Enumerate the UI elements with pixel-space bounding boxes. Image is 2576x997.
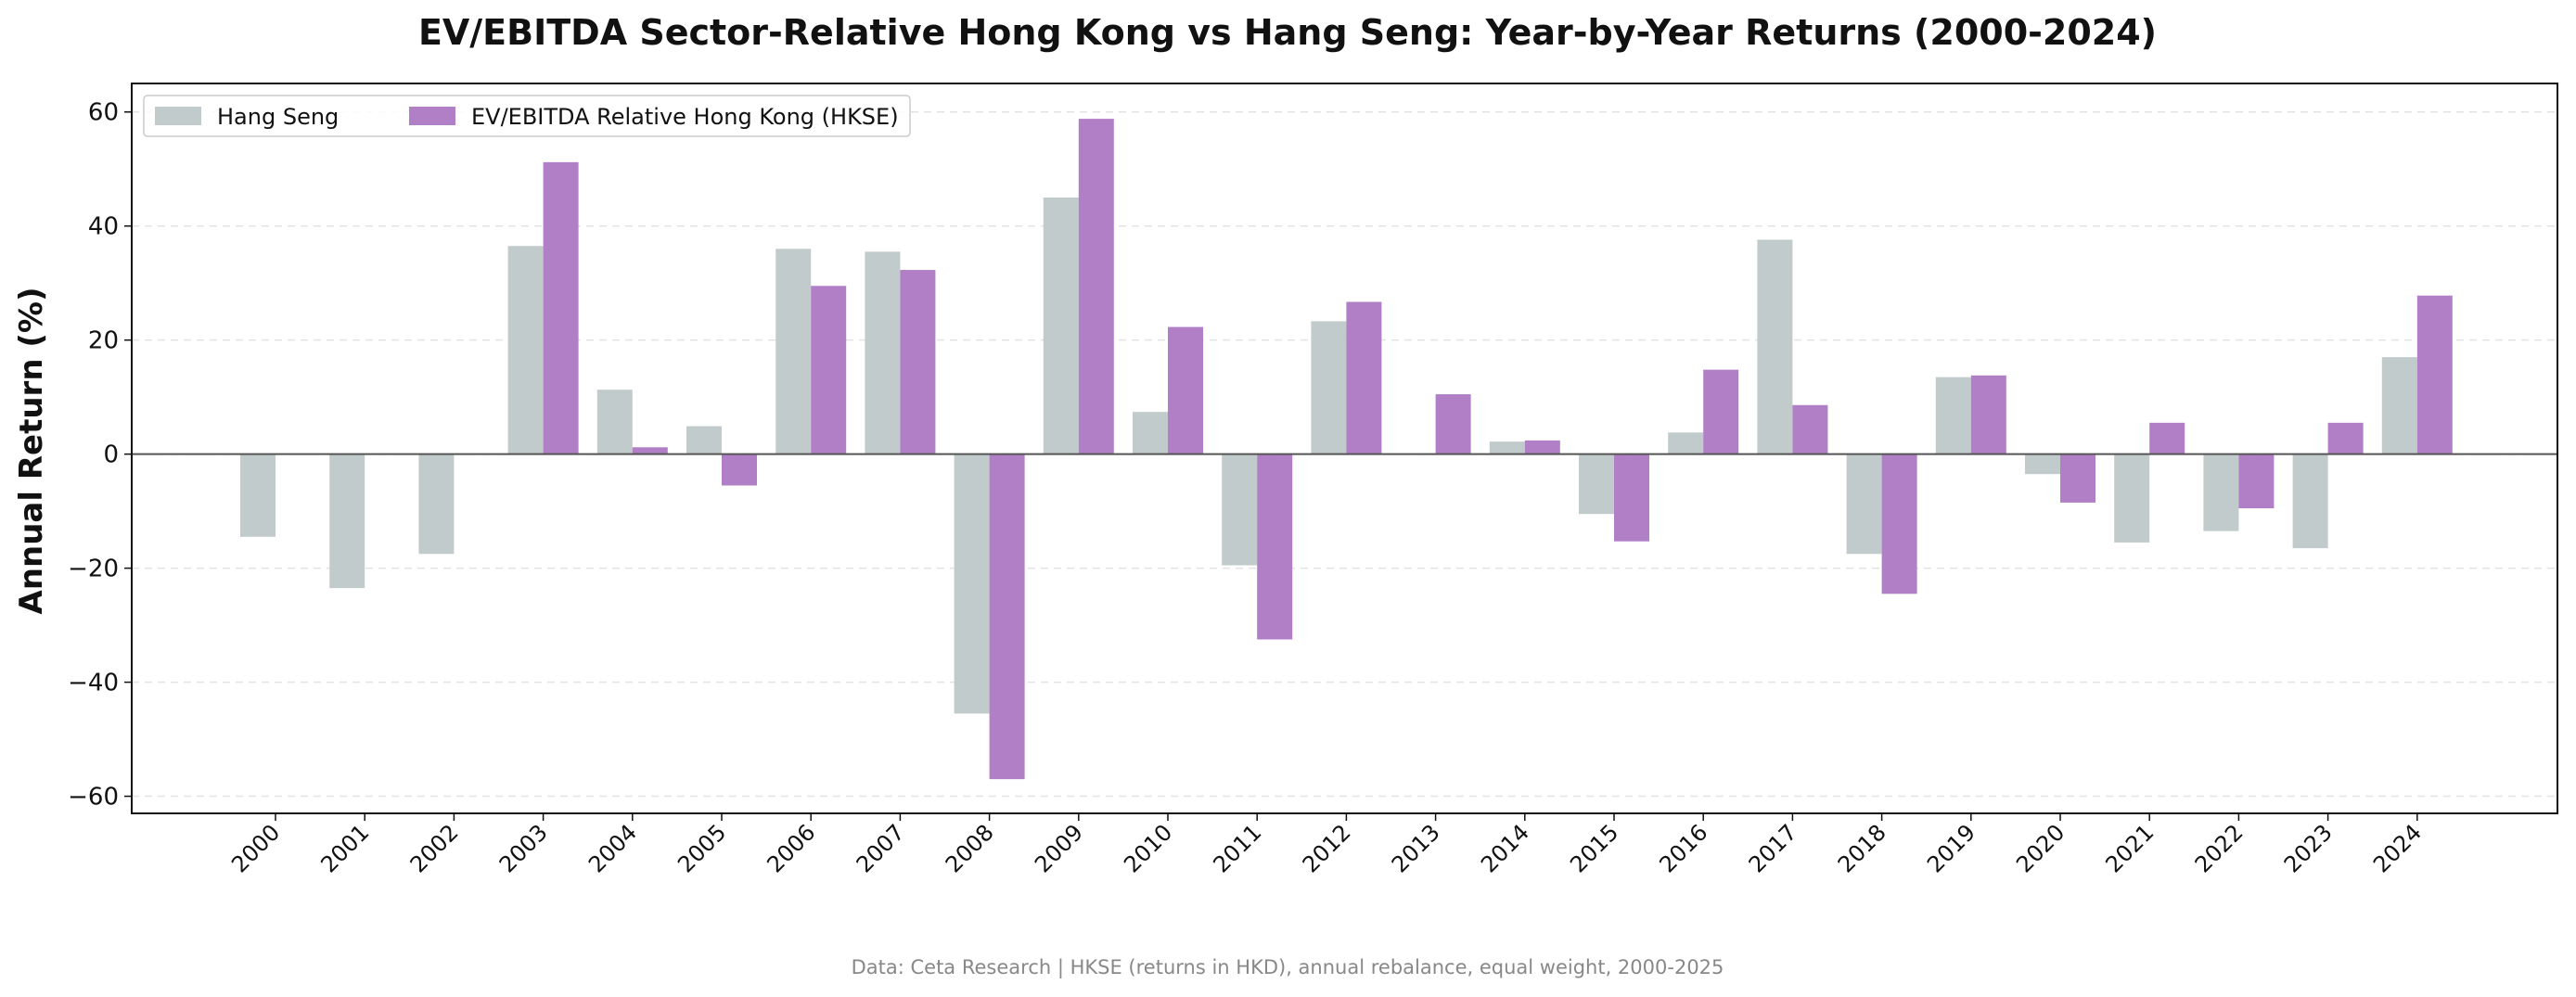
x-tick-label: 2001	[315, 819, 374, 877]
bar-ev-ebitda-2020	[2060, 454, 2095, 503]
legend-box	[143, 95, 911, 137]
bar-ev-ebitda-2011	[1257, 454, 1293, 640]
x-tick-label: 2009	[1030, 819, 1088, 877]
chart-title: EV/EBITDA Sector-Relative Hong Kong vs H…	[418, 12, 2157, 53]
y-tick-label: 40	[88, 213, 119, 241]
bar-ev-ebitda-2003	[543, 161, 579, 454]
x-tick-label: 2014	[1476, 819, 1534, 877]
y-tick-label: −20	[68, 556, 119, 583]
axes	[124, 83, 2558, 821]
bar-hang-seng-2012	[1311, 321, 1347, 454]
bar-ev-ebitda-2006	[811, 286, 847, 454]
legend-label: Hang Seng	[217, 104, 339, 130]
x-tick-label: 2024	[2368, 819, 2427, 877]
bar-hang-seng-2006	[775, 249, 812, 454]
bar-hang-seng-2015	[1579, 454, 1614, 515]
bar-hang-seng-2010	[1133, 412, 1168, 454]
x-tick-label: 2011	[1208, 819, 1266, 877]
bar-hang-seng-2007	[865, 251, 901, 454]
bar-hang-seng-2020	[2025, 454, 2060, 475]
x-tick-label: 2013	[1387, 819, 1445, 877]
bar-ev-ebitda-2019	[1970, 375, 2006, 454]
bar-ev-ebitda-2004	[632, 447, 668, 454]
x-tick-label: 2018	[1833, 819, 1891, 877]
bar-hang-seng-2014	[1489, 441, 1525, 454]
bar-hang-seng-2017	[1757, 239, 1793, 454]
bar-ev-ebitda-2021	[2149, 422, 2185, 454]
bar-ev-ebitda-2023	[2327, 422, 2364, 454]
bars	[240, 119, 2453, 780]
bar-ev-ebitda-2005	[722, 454, 757, 486]
x-tick-label: 2015	[1565, 819, 1623, 877]
plot-frame	[131, 83, 2558, 814]
x-tick-label: 2007	[852, 819, 910, 877]
bar-ev-ebitda-2022	[2238, 454, 2275, 509]
x-tick-label: 2021	[2100, 819, 2159, 877]
bar-hang-seng-2022	[2203, 454, 2239, 531]
bar-hang-seng-2018	[1846, 454, 1882, 555]
y-tick-label: 0	[103, 441, 119, 469]
y-tick-label: −40	[68, 670, 119, 697]
y-axis-label: Annual Return (%)	[13, 287, 50, 614]
legend-swatch	[409, 107, 455, 125]
x-tick-label: 2004	[583, 819, 642, 877]
x-tick-label: 2022	[2190, 819, 2249, 877]
legend: Hang Seng EV/EBITDA Relative Hong Kong (H…	[143, 95, 911, 137]
bar-ev-ebitda-2015	[1614, 454, 1649, 542]
bar-ev-ebitda-2007	[900, 270, 936, 454]
x-tick-label: 2016	[1654, 819, 1712, 877]
bar-hang-seng-2004	[596, 390, 633, 454]
bar-hang-seng-2016	[1668, 432, 1704, 454]
x-tick-label: 2017	[1744, 819, 1802, 877]
x-tick-label: 2012	[1298, 819, 1356, 877]
y-tick-label: 20	[88, 327, 119, 355]
bar-hang-seng-2009	[1043, 197, 1079, 454]
bar-hang-seng-2024	[2381, 357, 2417, 454]
legend-swatch	[155, 107, 201, 125]
bar-hang-seng-2001	[329, 454, 365, 589]
bar-hang-seng-2005	[686, 426, 722, 454]
bar-ev-ebitda-2010	[1168, 326, 1203, 454]
x-tick-label: 2019	[1922, 819, 1980, 877]
footnote: Data: Ceta Research | HKSE (returns in H…	[852, 956, 1724, 979]
x-tick-label: 2000	[226, 819, 285, 877]
bar-hang-seng-2002	[418, 454, 455, 555]
legend-label: EV/EBITDA Relative Hong Kong (HKSE)	[471, 104, 899, 130]
bar-hang-seng-2023	[2292, 454, 2328, 549]
bar-ev-ebitda-2017	[1792, 404, 1828, 454]
bar-ev-ebitda-2012	[1346, 301, 1382, 454]
x-tick-label: 2023	[2279, 819, 2338, 877]
y-tick-label: −60	[68, 784, 119, 812]
bar-hang-seng-2003	[507, 246, 544, 454]
x-tick-label: 2003	[494, 819, 553, 877]
bar-ev-ebitda-2008	[989, 454, 1025, 780]
x-tick-label: 2008	[941, 819, 999, 877]
bar-ev-ebitda-2013	[1435, 394, 1471, 454]
x-tick-label: 2010	[1119, 819, 1177, 877]
x-tick-label: 2020	[2011, 819, 2070, 877]
bar-hang-seng-2021	[2114, 454, 2150, 543]
bar-ev-ebitda-2018	[1881, 454, 1917, 594]
bar-hang-seng-2019	[1935, 377, 1971, 454]
bar-ev-ebitda-2016	[1703, 369, 1739, 454]
bar-ev-ebitda-2009	[1078, 119, 1114, 454]
y-tick-label: 60	[88, 99, 119, 127]
bar-hang-seng-2011	[1222, 454, 1258, 566]
bar-hang-seng-2000	[240, 454, 276, 537]
x-tick-label: 2005	[673, 819, 731, 877]
bar-ev-ebitda-2024	[2416, 295, 2453, 454]
x-tick-label: 2002	[405, 819, 464, 877]
x-tick-label: 2006	[762, 819, 820, 877]
bar-hang-seng-2008	[954, 454, 990, 714]
bar-ev-ebitda-2014	[1524, 440, 1560, 454]
